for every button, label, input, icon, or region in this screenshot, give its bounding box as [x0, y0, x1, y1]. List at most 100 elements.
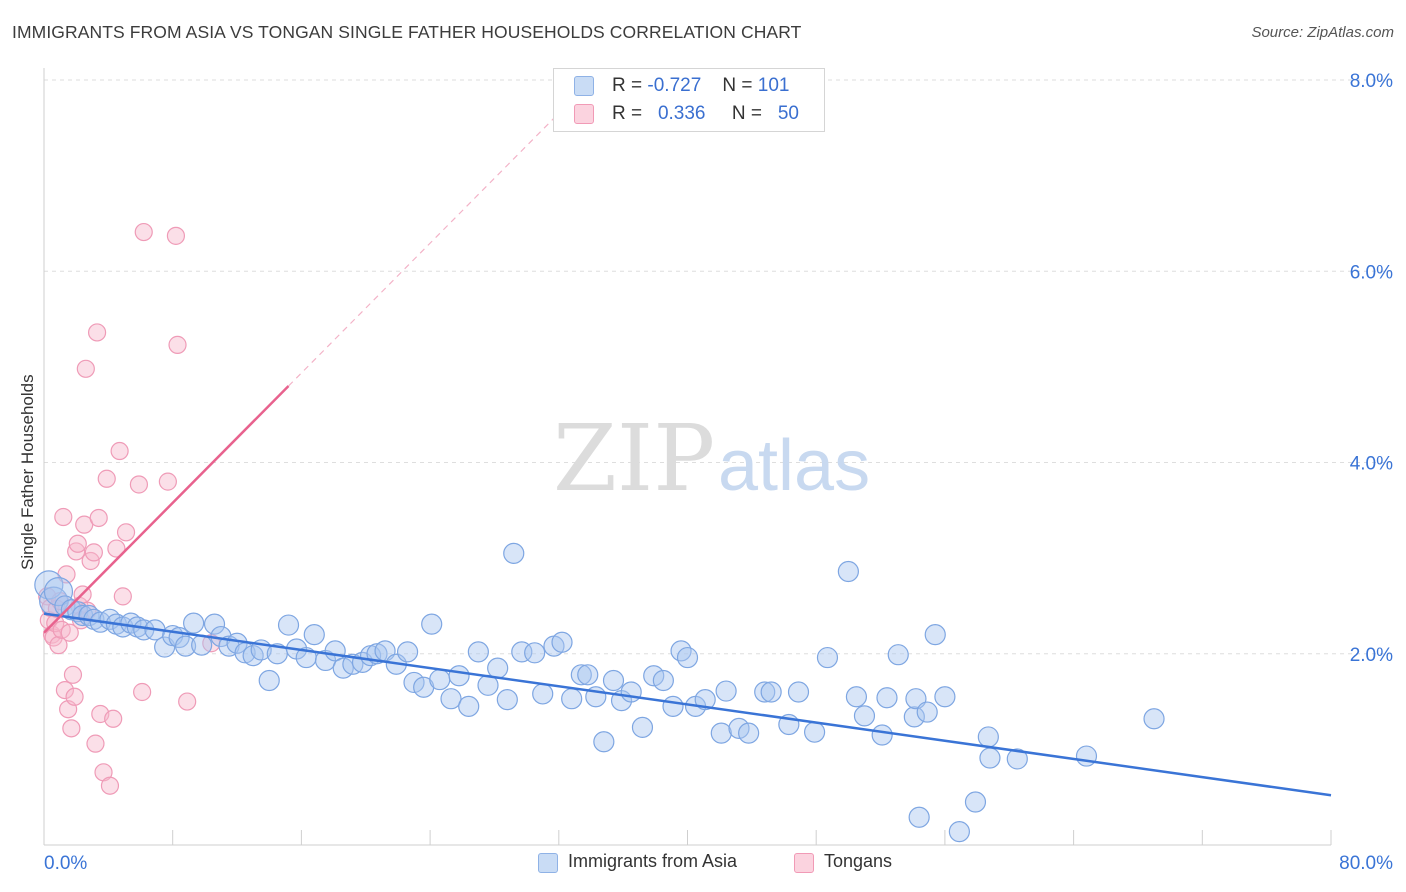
asia-point — [631, 716, 654, 738]
asia-point — [551, 631, 573, 653]
asia-point — [876, 687, 898, 709]
asia-point — [577, 664, 599, 686]
x-tick-label-min: 0.0% — [44, 853, 87, 874]
asia-point — [853, 705, 876, 727]
watermark-atlas: atlas — [718, 426, 870, 506]
legend-label-asia: Immigrants from Asia — [568, 851, 738, 871]
y-tick-label: 6.0% — [1350, 262, 1393, 283]
asia-point — [203, 613, 226, 635]
asia-point — [1075, 745, 1098, 767]
tongans-point — [62, 719, 81, 738]
tongans-point — [107, 539, 126, 558]
asia-point — [670, 640, 692, 662]
asia-point — [803, 721, 826, 743]
asia-point — [816, 646, 839, 669]
asia-point — [277, 614, 300, 636]
y-tick-label: 4.0% — [1350, 454, 1393, 475]
asia-point — [524, 642, 546, 664]
asia-point — [174, 635, 197, 657]
legend-n-value: 50 — [777, 103, 799, 124]
asia-point — [120, 612, 142, 634]
asia-point — [694, 689, 716, 711]
legend-n-value: 101 — [757, 75, 790, 96]
asia-point — [421, 613, 443, 635]
legend-swatch-tongans — [794, 853, 814, 873]
asia-point — [458, 695, 480, 717]
tongans-point — [76, 359, 95, 378]
tongans-point — [116, 523, 136, 542]
asia-point — [662, 695, 684, 717]
tongans-point — [86, 734, 105, 753]
trend-lines — [43, 79, 1332, 797]
tongans-point — [168, 335, 187, 354]
correlation-legend: R = -0.727 N = 101 R = 0.336 N = 50 — [553, 68, 825, 132]
asia-point — [440, 688, 462, 710]
tongans-point — [113, 587, 132, 606]
asia-point — [948, 821, 970, 843]
asia-point — [903, 706, 925, 728]
asia-point — [503, 542, 525, 564]
tongans-point — [178, 692, 197, 711]
watermark-zip: ZIP — [553, 405, 715, 512]
asia-point — [934, 686, 956, 708]
tongans-point — [100, 776, 120, 795]
asia-point — [403, 671, 425, 694]
y-tick-label: 8.0% — [1350, 71, 1393, 92]
tongans-point — [49, 636, 68, 655]
asia-point — [754, 681, 776, 703]
asia-point — [652, 669, 674, 692]
tongans-point — [97, 469, 116, 488]
tongans-point — [87, 323, 107, 342]
asia-point — [924, 624, 946, 646]
tongans-point — [84, 543, 103, 562]
tongans-point — [68, 534, 87, 553]
x-tick-label-max: 80.0% — [1339, 853, 1393, 874]
asia-point — [43, 576, 74, 607]
asia-point — [561, 688, 583, 710]
asia-point — [1143, 708, 1165, 730]
asia-point — [676, 646, 699, 669]
asia-point — [871, 724, 893, 746]
tongans-point — [129, 475, 149, 494]
tongans-trend-line — [43, 385, 290, 634]
asia-point — [183, 612, 205, 634]
asia-trend-line — [43, 612, 1332, 797]
asia-point — [977, 726, 999, 748]
tongans-trend-extension — [288, 79, 593, 387]
legend-r-value: -0.727 — [647, 75, 702, 96]
tongans-point — [55, 680, 75, 700]
tongans-point — [166, 226, 186, 245]
asia-point — [837, 560, 859, 583]
asia-point — [1006, 748, 1028, 770]
asia-point — [258, 669, 280, 692]
tongans-point — [60, 623, 79, 642]
asia-point — [643, 665, 665, 687]
asia-point — [738, 722, 760, 744]
asia-point — [303, 624, 325, 646]
asia-point — [487, 657, 509, 679]
asia-point — [845, 686, 868, 708]
legend-r-label: R = — [612, 75, 643, 96]
legend-swatch-tongans — [574, 104, 594, 124]
asia-point — [396, 641, 419, 663]
legend-swatch-asia — [574, 76, 594, 96]
tongans-point — [63, 665, 83, 684]
asia-point — [593, 731, 615, 753]
tongans-point — [89, 508, 108, 528]
asia-point — [979, 747, 1001, 769]
tongans-point — [65, 687, 84, 706]
legend-n-label: N = — [731, 103, 763, 124]
asia-point — [715, 680, 737, 702]
asia-point — [448, 665, 470, 687]
tongans-point — [133, 682, 152, 702]
chart-title: IMMIGRANTS FROM ASIA VS TONGAN SINGLE FA… — [12, 22, 802, 42]
asia-point — [787, 681, 810, 703]
asia-point — [496, 689, 518, 711]
asia-point — [191, 634, 213, 656]
asia-point — [620, 681, 642, 703]
grid-lines — [44, 79, 1392, 655]
asia-point — [916, 701, 938, 723]
tongans-points — [38, 222, 221, 795]
y-tick-label: 2.0% — [1350, 645, 1393, 666]
legend-r-value: 0.336 — [657, 103, 706, 124]
